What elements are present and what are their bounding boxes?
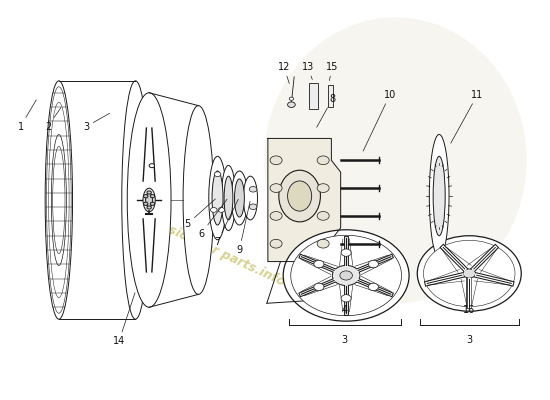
Text: 11: 11 xyxy=(451,90,483,143)
Ellipse shape xyxy=(231,171,248,225)
Ellipse shape xyxy=(212,171,223,225)
Ellipse shape xyxy=(146,193,153,207)
Circle shape xyxy=(317,212,329,220)
Polygon shape xyxy=(268,138,340,262)
Circle shape xyxy=(314,260,324,268)
Circle shape xyxy=(283,230,409,321)
Circle shape xyxy=(332,266,360,286)
Circle shape xyxy=(317,156,329,165)
Ellipse shape xyxy=(127,93,171,307)
Circle shape xyxy=(291,235,402,316)
Text: 12: 12 xyxy=(278,62,290,84)
Circle shape xyxy=(270,156,282,165)
Circle shape xyxy=(218,208,224,212)
Bar xyxy=(309,83,318,109)
Ellipse shape xyxy=(224,176,233,220)
Text: 10: 10 xyxy=(363,90,396,151)
Text: 4: 4 xyxy=(342,305,348,315)
Text: 9: 9 xyxy=(236,201,250,255)
Text: 3: 3 xyxy=(83,113,109,132)
Circle shape xyxy=(341,249,351,256)
Ellipse shape xyxy=(288,181,312,211)
Text: 3: 3 xyxy=(466,335,472,345)
Circle shape xyxy=(314,283,324,290)
Text: 6: 6 xyxy=(198,199,227,239)
Text: 3: 3 xyxy=(342,335,348,345)
Text: 15: 15 xyxy=(326,62,338,81)
Ellipse shape xyxy=(221,166,235,230)
Ellipse shape xyxy=(433,156,445,236)
Ellipse shape xyxy=(234,179,244,217)
Ellipse shape xyxy=(183,106,214,294)
Circle shape xyxy=(270,239,282,248)
Ellipse shape xyxy=(279,170,321,222)
Ellipse shape xyxy=(45,81,73,319)
Circle shape xyxy=(214,172,221,176)
Circle shape xyxy=(368,260,378,268)
Circle shape xyxy=(424,240,515,307)
Text: 5: 5 xyxy=(184,199,216,229)
Circle shape xyxy=(270,184,282,192)
Text: 7: 7 xyxy=(214,199,238,247)
Circle shape xyxy=(417,236,521,311)
Ellipse shape xyxy=(264,17,527,303)
Text: a passion for parts.info: a passion for parts.info xyxy=(132,207,287,288)
Ellipse shape xyxy=(122,81,149,319)
Circle shape xyxy=(270,212,282,220)
Circle shape xyxy=(289,97,294,100)
Circle shape xyxy=(249,204,257,210)
Circle shape xyxy=(317,239,329,248)
Circle shape xyxy=(368,283,378,290)
Ellipse shape xyxy=(209,156,226,240)
Circle shape xyxy=(150,202,155,205)
Circle shape xyxy=(317,184,329,192)
Text: 13: 13 xyxy=(302,62,314,80)
Circle shape xyxy=(147,206,151,209)
Circle shape xyxy=(340,271,353,280)
Circle shape xyxy=(249,186,257,192)
Circle shape xyxy=(149,164,155,168)
Text: 16: 16 xyxy=(463,305,475,315)
Circle shape xyxy=(341,295,351,302)
Circle shape xyxy=(144,195,148,198)
Circle shape xyxy=(147,191,151,194)
Text: 2: 2 xyxy=(45,108,61,132)
Ellipse shape xyxy=(143,188,155,212)
Bar xyxy=(328,85,333,107)
Circle shape xyxy=(144,202,148,205)
Text: 1: 1 xyxy=(18,100,36,132)
Circle shape xyxy=(288,102,295,108)
Circle shape xyxy=(211,208,217,212)
Ellipse shape xyxy=(430,134,449,258)
Ellipse shape xyxy=(243,176,257,220)
Text: 8: 8 xyxy=(317,94,336,127)
Text: 14: 14 xyxy=(113,293,135,346)
Circle shape xyxy=(463,269,476,278)
Circle shape xyxy=(150,195,155,198)
